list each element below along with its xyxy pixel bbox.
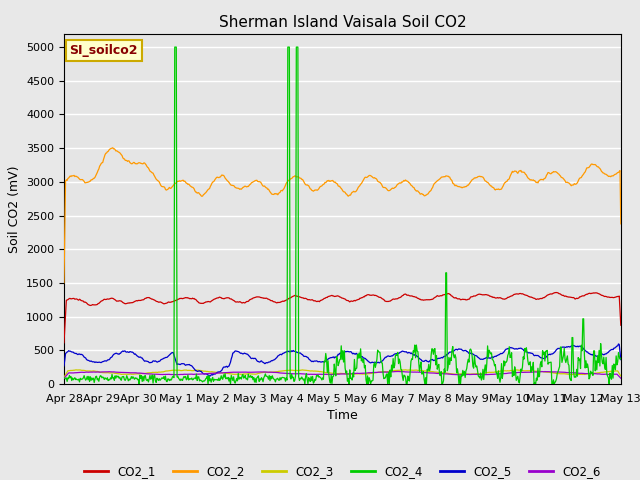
Legend: CO2_1, CO2_2, CO2_3, CO2_4, CO2_5, CO2_6: CO2_1, CO2_2, CO2_3, CO2_4, CO2_5, CO2_6: [79, 461, 605, 480]
X-axis label: Time: Time: [327, 409, 358, 422]
Title: Sherman Island Vaisala Soil CO2: Sherman Island Vaisala Soil CO2: [219, 15, 466, 30]
Text: SI_soilco2: SI_soilco2: [70, 44, 138, 57]
Y-axis label: Soil CO2 (mV): Soil CO2 (mV): [8, 165, 20, 252]
